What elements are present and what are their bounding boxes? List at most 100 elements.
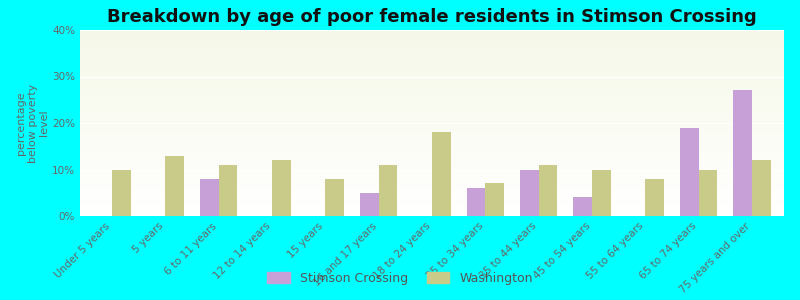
Bar	[80, 173, 784, 175]
Bar	[80, 67, 784, 69]
Bar	[80, 80, 784, 82]
Bar	[80, 136, 784, 138]
Bar	[80, 92, 784, 93]
Bar	[80, 32, 784, 34]
Bar	[80, 153, 784, 154]
Bar	[80, 78, 784, 80]
Bar	[80, 123, 784, 125]
Bar	[734, 90, 752, 216]
Bar	[80, 117, 784, 119]
Bar	[80, 140, 784, 142]
Bar	[80, 34, 784, 36]
Bar	[80, 145, 784, 147]
Bar	[80, 190, 784, 192]
Bar	[80, 197, 784, 199]
Bar	[80, 194, 784, 196]
Bar	[80, 65, 784, 67]
Bar	[80, 45, 784, 47]
Bar	[80, 108, 784, 110]
Bar	[752, 160, 770, 216]
Bar	[80, 207, 784, 208]
Bar	[80, 129, 784, 130]
Bar	[80, 89, 784, 92]
Legend: Stimson Crossing, Washington: Stimson Crossing, Washington	[267, 272, 533, 285]
Bar	[80, 49, 784, 50]
Bar	[80, 121, 784, 123]
Bar	[360, 193, 378, 216]
Bar	[538, 165, 558, 216]
Bar	[80, 112, 784, 114]
Bar	[80, 138, 784, 140]
Bar	[80, 184, 784, 186]
Bar	[80, 214, 784, 216]
Bar	[80, 175, 784, 177]
Bar	[80, 154, 784, 157]
Bar	[80, 84, 784, 86]
Bar	[80, 114, 784, 116]
Bar	[80, 162, 784, 164]
Bar	[574, 197, 592, 216]
Bar	[80, 76, 784, 78]
Bar	[326, 179, 344, 216]
Bar	[80, 50, 784, 52]
Bar	[80, 203, 784, 205]
Bar	[80, 99, 784, 101]
Bar	[80, 151, 784, 153]
Bar	[80, 134, 784, 136]
Bar	[80, 41, 784, 43]
Bar	[80, 164, 784, 166]
Bar	[80, 69, 784, 71]
Bar	[80, 210, 784, 212]
Bar	[80, 110, 784, 112]
Bar	[80, 125, 784, 127]
Bar	[80, 212, 784, 214]
Bar	[698, 169, 718, 216]
Bar	[112, 169, 130, 216]
Bar	[80, 71, 784, 73]
Bar	[80, 199, 784, 201]
Bar	[466, 188, 486, 216]
Bar	[80, 205, 784, 207]
Bar	[592, 169, 610, 216]
Bar	[80, 149, 784, 151]
Bar	[200, 179, 218, 216]
Bar	[80, 103, 784, 104]
Bar	[80, 147, 784, 149]
Bar	[680, 128, 698, 216]
Bar	[80, 101, 784, 103]
Bar	[80, 157, 784, 158]
Bar	[80, 188, 784, 190]
Bar	[80, 52, 784, 54]
Bar	[80, 95, 784, 97]
Bar	[80, 38, 784, 39]
Bar	[80, 169, 784, 171]
Bar	[80, 192, 784, 194]
Bar	[80, 166, 784, 168]
Bar	[80, 142, 784, 143]
Bar	[80, 143, 784, 145]
Bar	[646, 179, 664, 216]
Bar	[80, 54, 784, 56]
Bar	[80, 179, 784, 181]
Bar	[80, 61, 784, 64]
Bar	[80, 158, 784, 160]
Bar	[80, 30, 784, 32]
Title: Breakdown by age of poor female residents in Stimson Crossing: Breakdown by age of poor female resident…	[107, 8, 757, 26]
Bar	[80, 97, 784, 99]
Bar	[80, 93, 784, 95]
Bar	[80, 73, 784, 75]
Bar	[80, 171, 784, 173]
Bar	[80, 106, 784, 108]
Bar	[80, 82, 784, 84]
Bar	[80, 130, 784, 132]
Bar	[80, 196, 784, 197]
Bar	[432, 132, 450, 216]
Bar	[80, 208, 784, 210]
Bar	[80, 119, 784, 121]
Bar	[80, 36, 784, 38]
Y-axis label: percentage
below poverty
level: percentage below poverty level	[16, 83, 50, 163]
Bar	[80, 56, 784, 58]
Bar	[486, 183, 504, 216]
Bar	[80, 58, 784, 60]
Bar	[80, 132, 784, 134]
